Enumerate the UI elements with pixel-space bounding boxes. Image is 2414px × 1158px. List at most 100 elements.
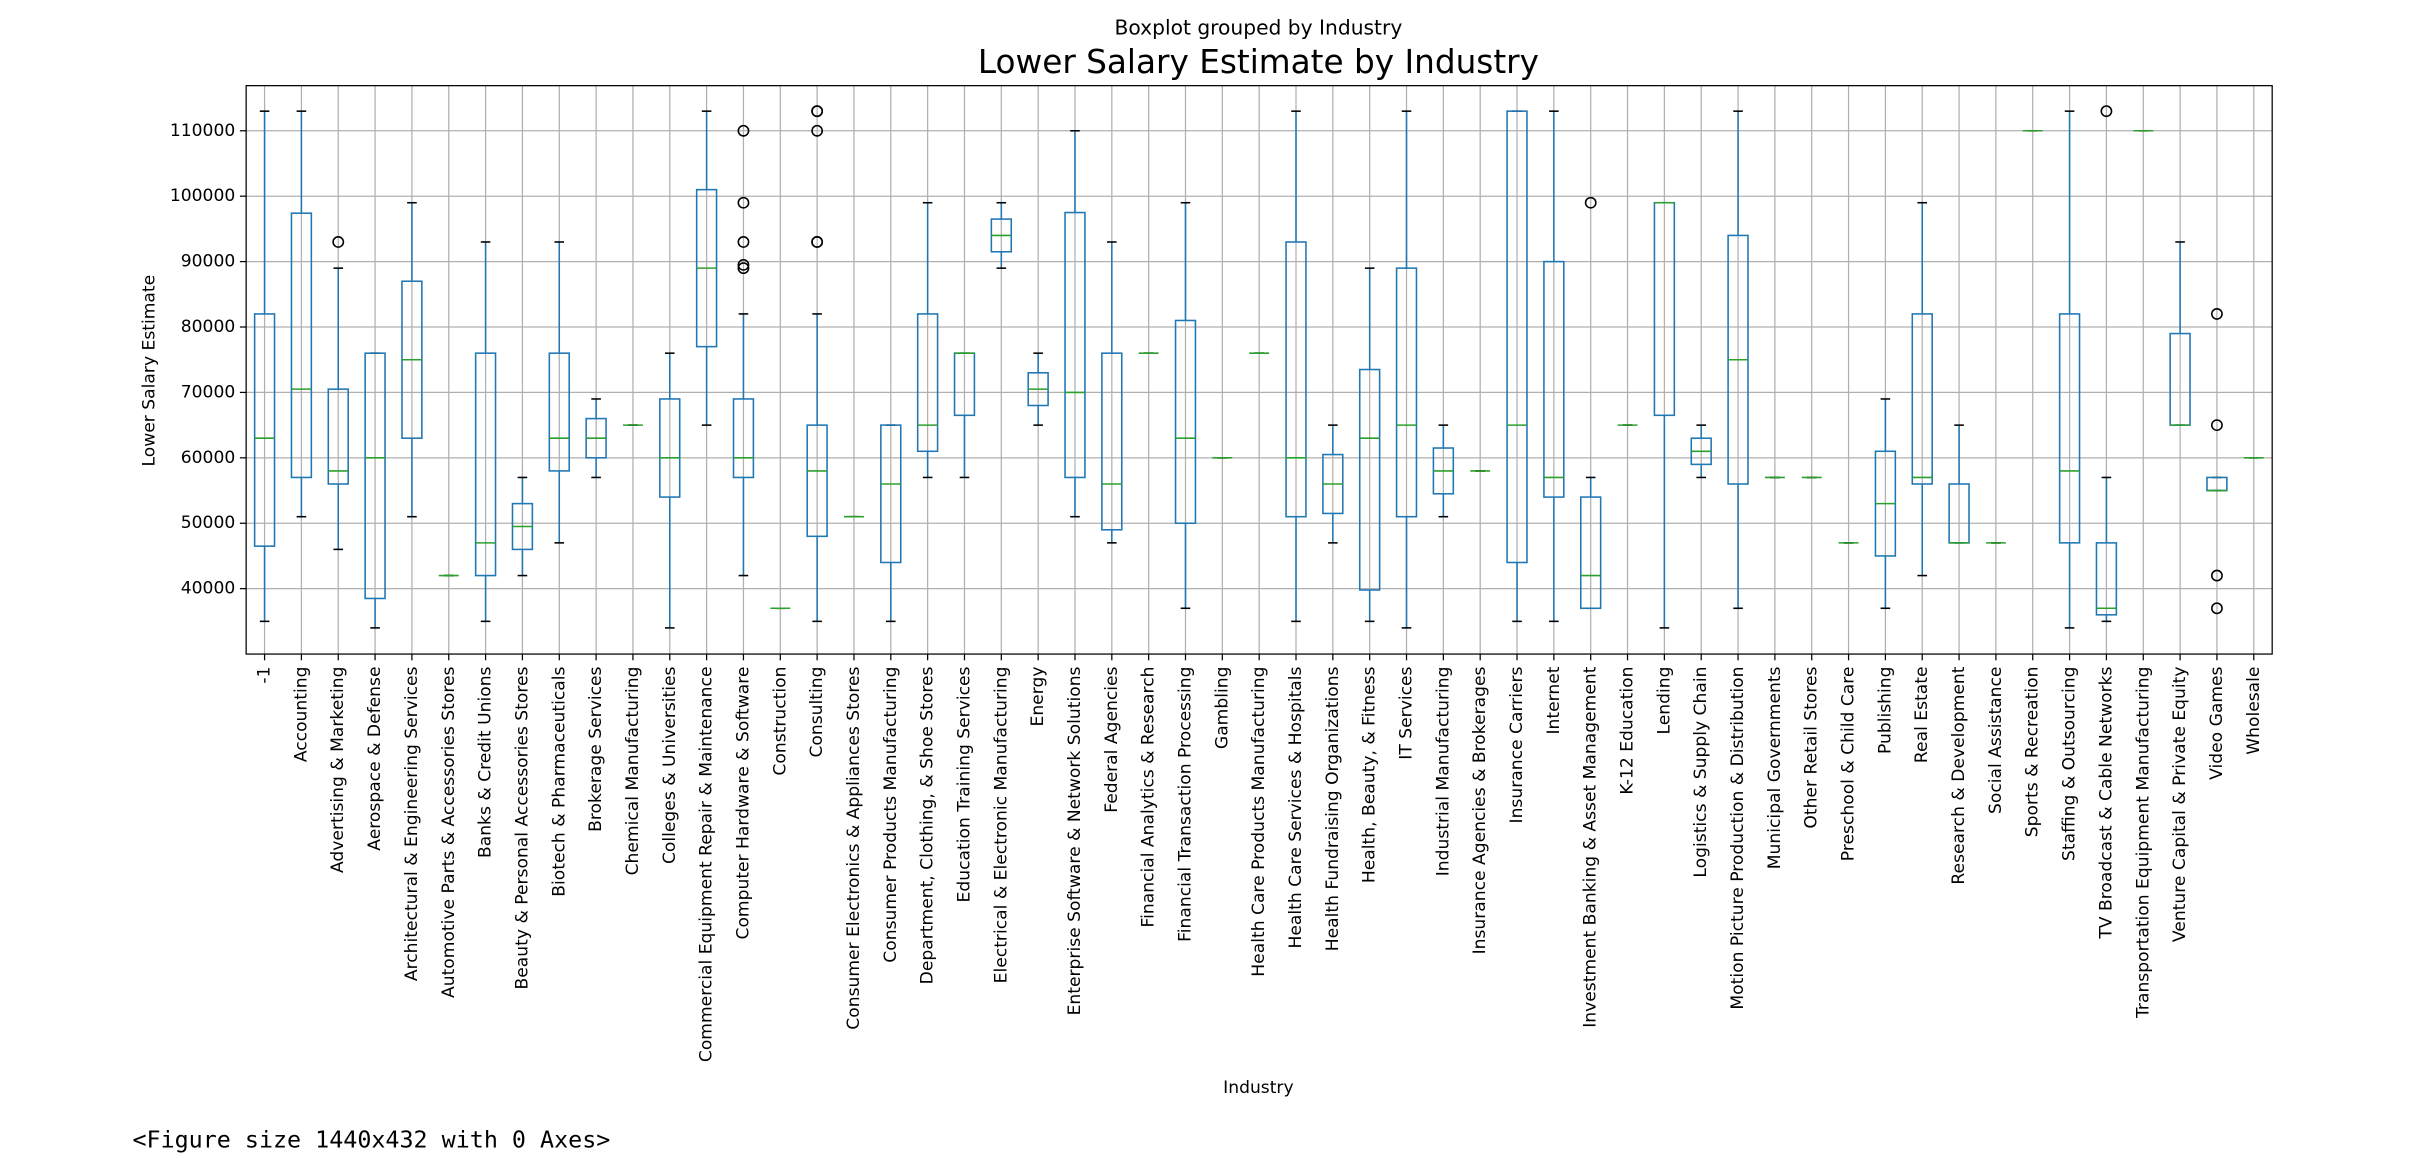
- outlier: [2211, 602, 2223, 615]
- x-tick-label: Health Fundraising Organizations: [1323, 666, 1343, 951]
- x-tick-label: Real Estate: [1912, 667, 1932, 764]
- x-tick-label: Enterprise Software & Network Solutions: [1065, 666, 1085, 1015]
- x-tick-label: Logistics & Supply Chain: [1691, 667, 1711, 878]
- box: [548, 352, 570, 472]
- box: [1174, 319, 1197, 525]
- box: [290, 212, 313, 479]
- y-tick-label: 110000: [170, 121, 235, 141]
- x-tick-label: Motion Picture Production & Distribution: [1728, 667, 1748, 1010]
- x-tick-label: Consulting: [807, 667, 827, 758]
- x-tick-label: -1: [255, 667, 275, 684]
- box: [1101, 352, 1123, 531]
- box: [1911, 313, 1933, 485]
- box: [364, 352, 386, 600]
- x-tick-label: K-12 Education: [1618, 667, 1638, 795]
- y-tick-label: 90000: [181, 252, 235, 272]
- box: [1395, 267, 1418, 518]
- x-tick-label: Financial Transaction Processing: [1175, 667, 1195, 942]
- x-tick-label: Department, Clothing, & Shoe Stores: [918, 666, 938, 984]
- x-tick-label: Municipal Governments: [1765, 666, 1785, 869]
- x-tick-label: Lending: [1654, 667, 1674, 735]
- outlier: [1584, 196, 1597, 209]
- x-axis-label: Industry: [1223, 1078, 1293, 1098]
- x-tick-label: Computer Hardware & Software: [733, 667, 753, 940]
- outlier: [737, 236, 750, 248]
- box: [474, 352, 497, 577]
- x-tick-label: IT Services: [1397, 666, 1417, 759]
- x-tick-label: Aerospace & Defense: [365, 667, 385, 851]
- outlier: [2100, 105, 2113, 118]
- x-tick-label: Health Care Products Manufacturing: [1249, 667, 1269, 977]
- outlier: [811, 236, 824, 248]
- outlier: [811, 105, 824, 118]
- plot-frame: [245, 85, 2273, 655]
- box: [1543, 260, 1565, 498]
- x-tick-label: Consumer Products Manufacturing: [881, 667, 901, 963]
- y-axis-label: Lower Salary Estimate: [139, 275, 159, 467]
- box: [1579, 496, 1602, 610]
- x-tick-label: Financial Analytics & Research: [1139, 667, 1159, 928]
- x-tick-label: Industrial Manufacturing: [1433, 667, 1453, 877]
- figure-note: <Figure size 1440x432 with 0 Axes>: [132, 1126, 610, 1154]
- x-tick-label: Insurance Agencies & Brokerages: [1470, 666, 1490, 954]
- x-tick-label: Health, Beauty, & Fitness: [1360, 666, 1380, 883]
- x-tick-label: Biotech & Pharmaceuticals: [549, 666, 569, 896]
- box: [1064, 211, 1086, 479]
- x-tick-label: Preschool & Child Care: [1839, 667, 1859, 862]
- x-tick-label: Publishing: [1875, 667, 1895, 755]
- x-tick-label: Architectural & Engineering Services: [402, 666, 422, 981]
- outlier: [2211, 308, 2223, 320]
- box: [1285, 241, 1307, 518]
- box: [916, 313, 939, 453]
- x-tick-label: Automotive Parts & Accessories Stores: [439, 666, 459, 998]
- y-tick-label: 40000: [181, 579, 235, 599]
- x-tick-label: Gambling: [1212, 667, 1232, 750]
- outlier: [737, 124, 750, 137]
- x-tick-label: Energy: [1028, 667, 1048, 727]
- x-tick-label: Other Retail Stores: [1802, 666, 1822, 828]
- x-tick-label: Advertising & Marketing: [328, 667, 348, 873]
- box: [327, 388, 349, 485]
- outlier: [2211, 569, 2223, 582]
- x-tick-label: Staffing & Outsourcing: [2060, 667, 2080, 861]
- x-tick-label: Transportation Equipment Manufacturing: [2133, 667, 2153, 1020]
- x-tick-label: Beauty & Personal Accessories Stores: [512, 666, 532, 989]
- outlier: [737, 262, 750, 275]
- outlier: [332, 236, 345, 248]
- x-tick-label: Video Games: [2207, 666, 2227, 779]
- box: [732, 398, 755, 479]
- box: [1506, 110, 1528, 564]
- outlier: [737, 258, 750, 271]
- y-tick-label: 70000: [181, 382, 235, 402]
- box: [1358, 368, 1381, 591]
- box: [253, 313, 276, 547]
- x-tick-label: Internet: [1544, 666, 1564, 734]
- x-tick-label: Colleges & Universities: [660, 666, 680, 864]
- outlier: [737, 196, 750, 209]
- x-tick-label: Federal Agencies: [1102, 666, 1122, 812]
- y-tick-label: 80000: [181, 317, 235, 337]
- box: [806, 424, 828, 538]
- x-tick-label: Construction: [770, 667, 790, 776]
- chart-title: Lower Salary Estimate by Industry: [978, 43, 1539, 81]
- outlier: [2211, 419, 2223, 432]
- box: [2058, 313, 2081, 544]
- box: [659, 398, 681, 498]
- x-tick-label: Insurance Carriers: [1507, 666, 1527, 823]
- x-tick-label: Investment Banking & Asset Management: [1581, 666, 1601, 1028]
- x-tick-label: Banks & Credit Unions: [476, 666, 496, 858]
- y-tick-label: 60000: [181, 448, 235, 468]
- x-tick-label: Brokerage Services: [586, 666, 606, 831]
- x-tick-label: Sports & Recreation: [2023, 667, 2043, 838]
- x-tick-label: Electrical & Electronic Manufacturing: [991, 667, 1011, 984]
- outlier: [811, 124, 824, 137]
- x-tick-label: Accounting: [291, 667, 311, 763]
- chart-suptitle: Boxplot grouped by Industry: [1114, 15, 1402, 39]
- box: [2095, 542, 2118, 616]
- x-tick-label: Consumer Electronics & Appliances Stores: [844, 666, 864, 1029]
- x-tick-label: Social Assistance: [1986, 667, 2006, 814]
- x-tick-label: Health Care Services & Hospitals: [1286, 666, 1306, 948]
